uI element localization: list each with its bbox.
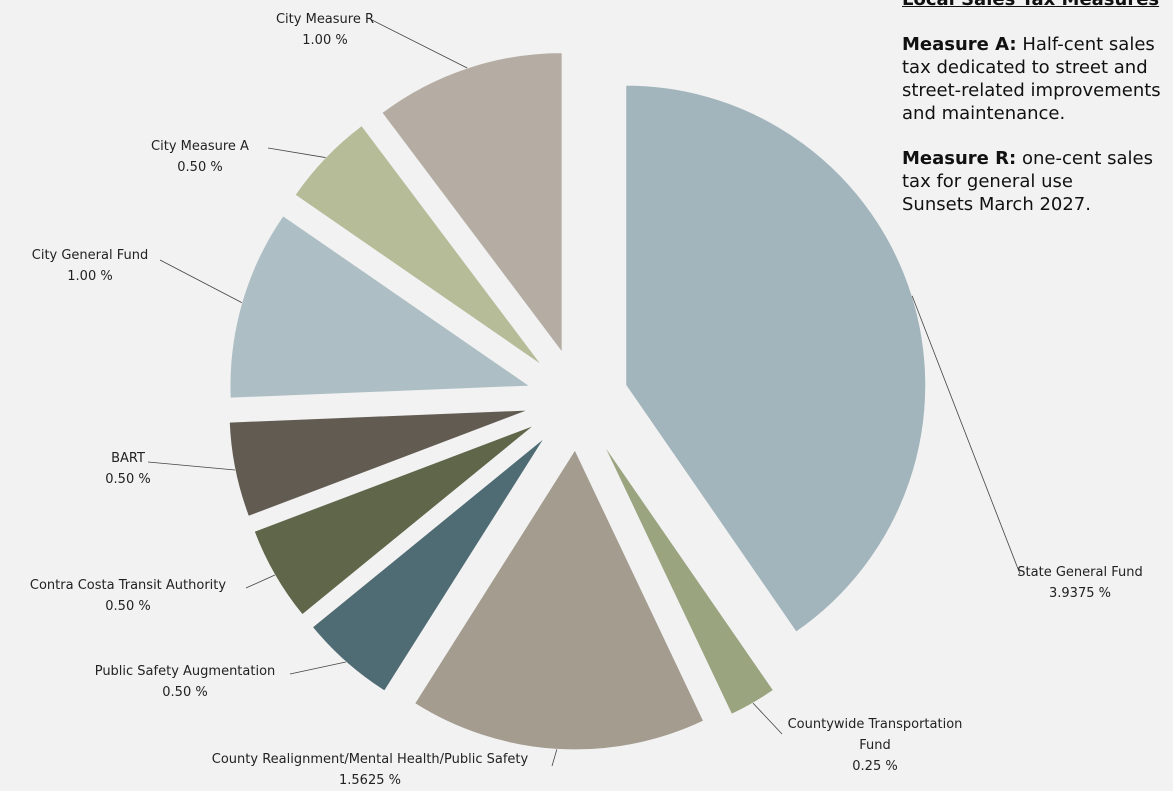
- measure-text: Half-cent sales: [1022, 34, 1155, 55]
- slice-label: BART: [111, 451, 145, 466]
- pie-slice: [253, 424, 536, 616]
- measure-text: and maintenance.: [902, 103, 1066, 124]
- measure-line: Measure A: Half-cent sales: [902, 33, 1173, 56]
- pie-slice: [413, 448, 705, 751]
- slice-label: Contra Costa Transit Authority: [29, 578, 227, 593]
- slice-value: 3.9375 %: [1049, 586, 1111, 601]
- pie-slice: [602, 443, 775, 716]
- slice-label: State General Fund: [1017, 565, 1143, 580]
- slice-label: City Measure R: [275, 12, 375, 27]
- measure-text: Sunsets March 2027.: [902, 194, 1091, 215]
- leader-line: [289, 661, 346, 675]
- measure-name: Measure A:: [902, 34, 1017, 55]
- leader-line: [551, 749, 558, 767]
- slice-label: County Realignment/Mental Health/Public …: [211, 752, 529, 767]
- slice-value: 0.50 %: [162, 685, 208, 700]
- measure-text: street-related improvements: [902, 80, 1161, 101]
- slice-value: 1.00 %: [67, 269, 113, 284]
- leader-line: [245, 574, 276, 589]
- slice-value: 1.5625 %: [339, 773, 401, 788]
- slice-value: 1.00 %: [302, 33, 348, 48]
- leader-line: [911, 295, 1021, 575]
- slice-label: City Measure A: [151, 139, 249, 154]
- measure-text: tax for general use: [902, 171, 1073, 192]
- measure: Measure A: Half-cent sales tax dedicated…: [902, 33, 1173, 125]
- slice-label: Countywide Transportation Fund: [787, 717, 963, 753]
- pie-slice: [294, 124, 543, 366]
- measure-text: one-cent sales: [1021, 148, 1153, 169]
- leader-line: [267, 147, 326, 158]
- side-title: Local Sales Tax Measures: [902, 0, 1173, 11]
- slice-label: City General Fund: [31, 248, 149, 263]
- pie-slice: [311, 437, 546, 692]
- leader-line: [159, 259, 243, 303]
- pie-slice: [228, 409, 530, 518]
- pie-slice: [625, 84, 927, 633]
- pie-slice: [381, 52, 563, 355]
- leader-line: [147, 461, 236, 471]
- leader-line: [752, 702, 783, 735]
- measure-name: Measure R:: [902, 148, 1017, 169]
- slice-value: 0.50 %: [177, 160, 223, 175]
- measure-text: tax dedicated to street and: [902, 57, 1148, 78]
- slice-value: 0.50 %: [105, 599, 151, 614]
- slice-label: Public Safety Augmentation: [94, 664, 276, 679]
- measure-line: Measure R: one-cent sales: [902, 147, 1173, 170]
- measure: Measure R: one-cent sales tax for genera…: [902, 147, 1173, 216]
- side-panel: Local Sales Tax Measures Measure A: Half…: [902, 0, 1173, 238]
- slice-value: 0.50 %: [105, 472, 151, 487]
- slice-value: 0.25 %: [852, 759, 898, 774]
- leader-line: [371, 19, 468, 69]
